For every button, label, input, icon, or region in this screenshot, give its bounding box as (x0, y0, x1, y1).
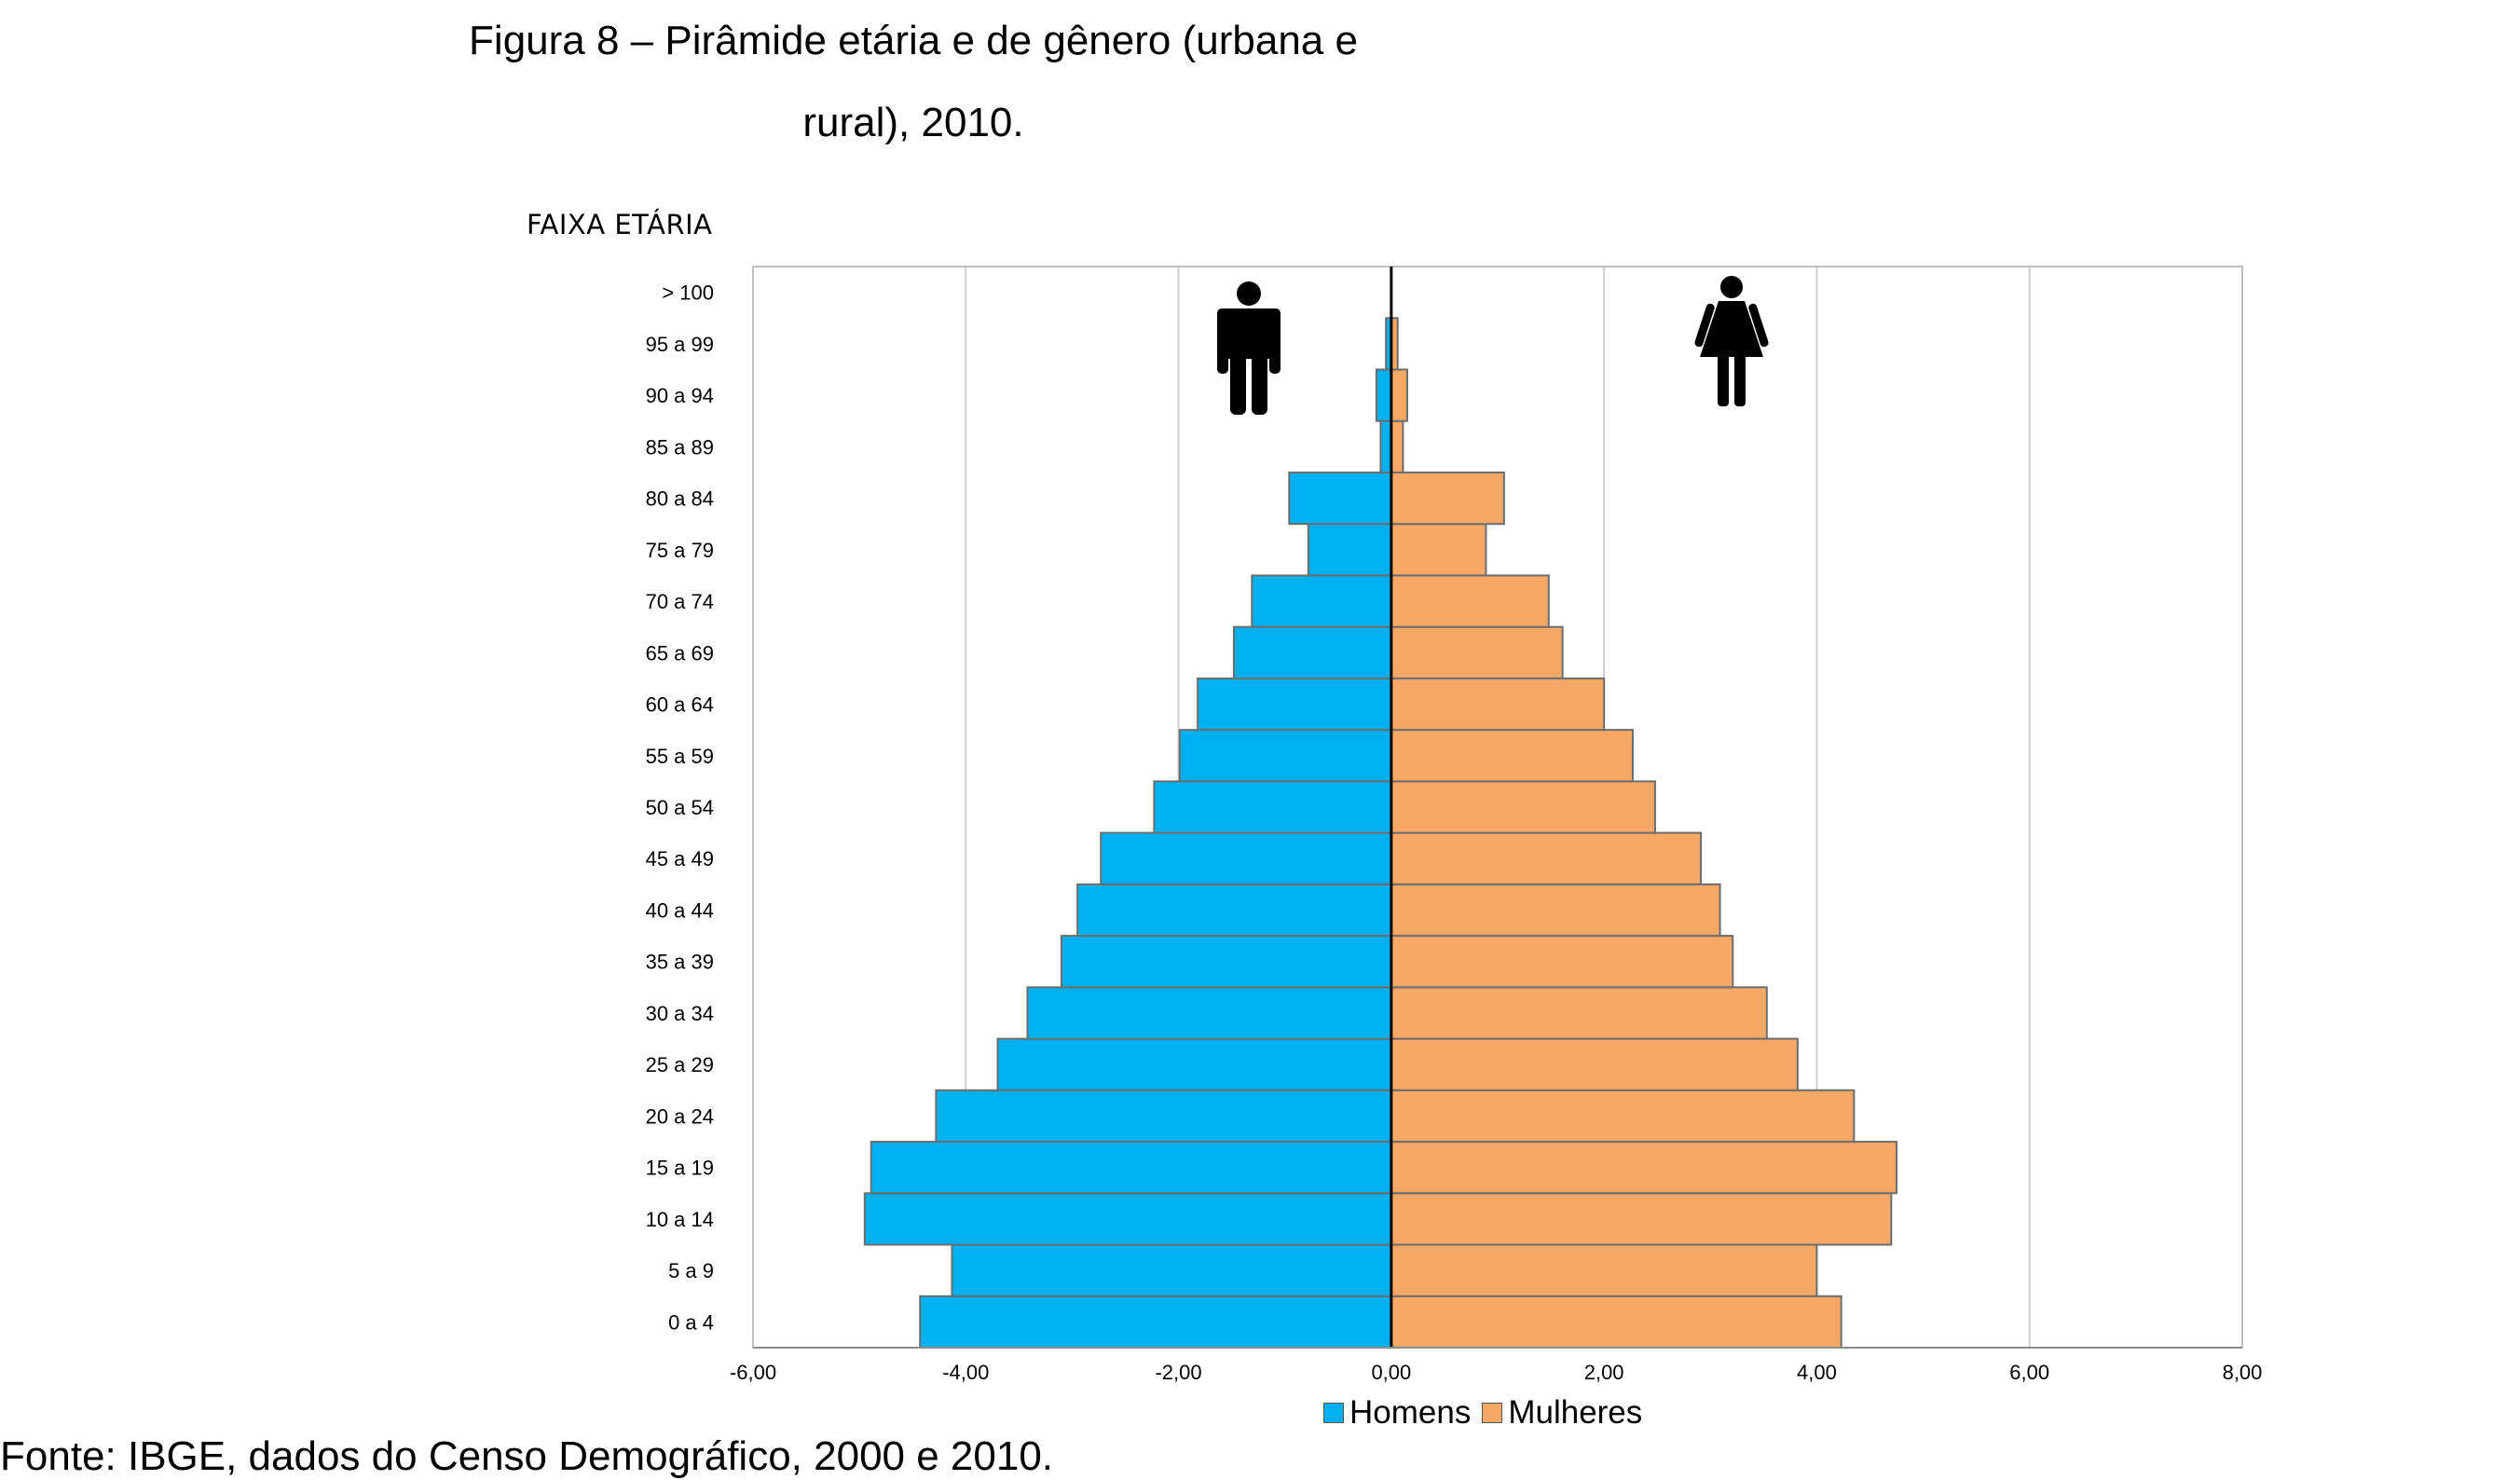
bar-homens-25-a-29 (996, 1037, 1392, 1091)
y-tick-label: 15 a 19 (646, 1157, 714, 1180)
y-tick-label: 65 a 69 (646, 641, 714, 665)
bar-homens-75-a-79 (1307, 523, 1392, 577)
bar-mulheres-25-a-29 (1390, 1037, 1799, 1091)
bar-homens-40-a-44 (1076, 883, 1392, 938)
bar-homens-70-a-74 (1251, 574, 1392, 628)
legend-swatch-mulheres (1482, 1403, 1503, 1423)
x-tick-label: 6,00 (2009, 1361, 2049, 1384)
legend-item-mulheres: Mulheres (1482, 1394, 1642, 1432)
bar-mulheres-70-a-74 (1390, 574, 1550, 628)
legend-item-homens: Homens (1323, 1394, 1471, 1432)
bar-homens-80-a-84 (1288, 471, 1392, 526)
bar-mulheres-40-a-44 (1390, 883, 1721, 938)
figure-title-line1: Figura 8 – Pirâmide etária e de gênero (… (469, 18, 1358, 63)
figure-source: Fonte: IBGE, dados do Censo Demográfico,… (0, 1433, 1054, 1479)
bar-mulheres-50-a-54 (1390, 780, 1656, 834)
x-tick-label: 0,00 (1371, 1361, 1411, 1384)
bar-mulheres-15-a-19 (1390, 1141, 1898, 1195)
bar-homens-45-a-49 (1100, 831, 1392, 885)
y-tick-label: 10 a 14 (646, 1208, 714, 1231)
y-tick-label: 70 a 74 (646, 590, 714, 613)
bar-homens-35-a-39 (1061, 935, 1392, 989)
legend-swatch-homens (1323, 1403, 1344, 1423)
legend-label-mulheres: Mulheres (1508, 1394, 1643, 1431)
bar-homens-10-a-14 (863, 1192, 1392, 1246)
y-tick-label: 55 a 59 (646, 745, 714, 768)
figure-title-line2: rural), 2010. (802, 100, 1024, 145)
y-tick-label: 35 a 39 (646, 951, 714, 974)
y-tick-label: 25 a 29 (646, 1053, 714, 1076)
gender-icons (1217, 276, 1769, 415)
y-tick-label: 50 a 54 (646, 796, 714, 819)
bar-homens-0-a-4 (919, 1295, 1392, 1350)
bar-mulheres-85-a-89 (1390, 419, 1404, 473)
legend: Homens Mulheres (1323, 1394, 1653, 1432)
bar-homens-30-a-34 (1026, 986, 1392, 1040)
bar-mulheres-5-a-9 (1390, 1243, 1818, 1297)
bar-homens-20-a-24 (935, 1089, 1392, 1144)
bar-homens-60-a-64 (1197, 677, 1392, 732)
y-tick-label: 20 a 24 (646, 1104, 714, 1128)
bar-homens-85-a-89 (1379, 419, 1392, 473)
y-tick-label: 75 a 79 (646, 539, 714, 562)
y-axis-label: FAIXA ETÁRIA (527, 209, 713, 240)
bar-mulheres-55-a-59 (1390, 729, 1634, 783)
bar-mulheres-80-a-84 (1390, 471, 1505, 526)
x-tick-label: -6,00 (730, 1361, 776, 1384)
legend-label-homens: Homens (1349, 1394, 1472, 1431)
bar-mulheres-30-a-34 (1390, 986, 1768, 1040)
y-tick-label: 95 a 99 (646, 333, 714, 356)
bar-mulheres-0-a-4 (1390, 1295, 1842, 1350)
y-tick-label: 90 a 94 (646, 384, 714, 407)
bar-mulheres-90-a-94 (1390, 368, 1408, 422)
bar-homens-15-a-19 (870, 1141, 1392, 1195)
bar-homens-90-a-94 (1375, 368, 1392, 422)
bar-mulheres-75-a-79 (1390, 523, 1487, 577)
x-tick-label: 2,00 (1584, 1361, 1624, 1384)
bar-homens-65-a-69 (1232, 625, 1392, 679)
bars (863, 317, 1898, 1350)
y-tick-label: 80 a 84 (646, 487, 714, 511)
y-tick-label: 45 a 49 (646, 847, 714, 870)
bar-mulheres-35-a-39 (1390, 935, 1734, 989)
bar-homens-50-a-54 (1153, 780, 1392, 834)
male-figure-icon (1217, 281, 1281, 415)
y-tick-label: 85 a 89 (646, 435, 714, 459)
y-tick-label: 60 a 64 (646, 693, 714, 717)
y-tick-label: 30 a 34 (646, 1002, 714, 1025)
bar-mulheres-65-a-69 (1390, 625, 1564, 679)
x-tick-label: -2,00 (1155, 1361, 1201, 1384)
x-tick-label: -4,00 (942, 1361, 989, 1384)
y-tick-label: > 100 (662, 281, 714, 305)
bar-homens-55-a-59 (1178, 729, 1392, 783)
bar-mulheres-20-a-24 (1390, 1089, 1856, 1144)
y-tick-label: 0 a 4 (668, 1310, 714, 1334)
x-tick-label: 8,00 (2223, 1361, 2263, 1384)
y-tick-label: 40 a 44 (646, 898, 714, 922)
bar-mulheres-10-a-14 (1390, 1192, 1893, 1246)
bar-mulheres-45-a-49 (1390, 831, 1703, 885)
bar-homens-5-a-9 (951, 1243, 1392, 1297)
female-figure-icon (1694, 276, 1769, 406)
tick-labels: -6,00 -4,00 -2,00 0,00 2,00 4,00 6,00 8,00 0 a 4… (646, 281, 2263, 1384)
axes (752, 266, 2243, 1349)
bar-mulheres-60-a-64 (1390, 677, 1606, 732)
x-tick-label: 4,00 (1797, 1361, 1837, 1384)
y-tick-label: 5 a 9 (668, 1259, 714, 1282)
